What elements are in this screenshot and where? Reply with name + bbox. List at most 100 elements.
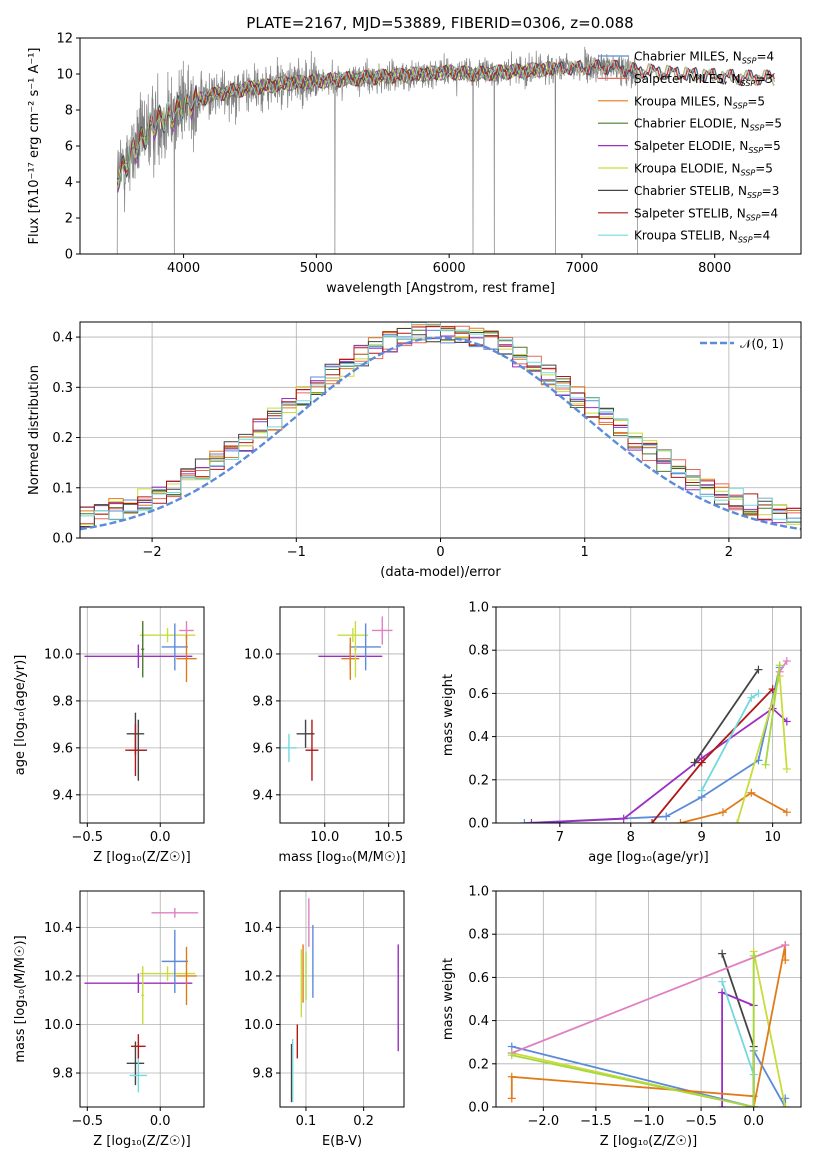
y-axis-label: Flux [fλ10⁻¹⁷ erg cm⁻² s⁻¹ A⁻¹] <box>27 48 42 245</box>
mass-weight-line <box>693 669 760 764</box>
mass-weight-line <box>680 791 788 823</box>
y-tick-label: 0.2 <box>468 773 489 788</box>
plot-area <box>84 907 199 1093</box>
y-tick-label: 9.8 <box>52 1067 73 1082</box>
x-tick-label: −0.5 <box>72 1114 104 1129</box>
chart-mass-weight-vs-z: −2.0 −1.5 −1.0 −0.5 0.0 0.0 0.2 0.4 0.6 0.8 1.0 Z [… <box>441 885 802 1149</box>
legend-label-main: Chabrier MILES, N <box>634 50 742 64</box>
x-tick-label: 0.0 <box>150 830 171 845</box>
plot-area <box>290 898 399 1103</box>
legend-label-sub: SSP <box>741 79 756 88</box>
legend-label-suffix: =3 <box>755 72 773 86</box>
y-tick-label: 6 <box>65 140 73 155</box>
chart-mass-weight-vs-age: 7 8 9 10 0.0 0.2 0.4 0.6 0.8 1.0 age [log₁₀(age/yr… <box>441 601 802 865</box>
y-tick-label: 0.0 <box>52 532 73 547</box>
x-tick-label: 4000 <box>167 261 200 276</box>
y-tick-label: 0.2 <box>468 1057 489 1072</box>
y-tick-label: 0.1 <box>52 481 73 496</box>
plot-area <box>84 621 197 781</box>
legend-label-suffix: =5 <box>747 94 765 108</box>
legend-label-suffix: =3 <box>762 184 780 198</box>
legend-label-suffix: =5 <box>764 117 782 131</box>
y-tick-label: 9.4 <box>252 788 273 803</box>
x-axis-label: Z [log₁₀(Z/Z☉)] <box>600 1134 697 1149</box>
x-tick-label: 0 <box>436 545 444 560</box>
x-tick-label: −2 <box>143 545 162 560</box>
x-tick-label: 8000 <box>698 261 731 276</box>
x-tick-label: −2.0 <box>528 1114 560 1129</box>
x-tick-label: −1.0 <box>633 1114 665 1129</box>
plot-area <box>520 657 791 823</box>
y-tick-label: 10.0 <box>44 647 73 662</box>
chart-mass-vs-ebv: 0.1 0.2 9.8 10.0 10.2 10.4 E(B-V) <box>244 890 405 1149</box>
legend-label: Kroupa MILES, NSSP=5 <box>634 94 765 110</box>
y-tick-label: 10.2 <box>244 969 273 984</box>
x-axis-label: Z [log₁₀(Z/Z☉)] <box>93 1134 190 1149</box>
legend-label-main: Kroupa STELIB, N <box>634 229 738 243</box>
y-axis-label: mass [log₁₀(M/M☉)] <box>13 935 28 1062</box>
x-tick-label: 6000 <box>433 261 466 276</box>
mass-weight-line <box>511 955 755 1107</box>
legend-label-suffix: =5 <box>763 139 781 153</box>
x-tick-label: 7000 <box>565 261 598 276</box>
x-axis-label: age [log₁₀(age/yr)] <box>588 850 709 865</box>
mass-weight-line <box>736 675 788 823</box>
y-tick-label: 0.2 <box>52 431 73 446</box>
y-tick-label: 10 <box>56 68 73 83</box>
legend-label-main: Kroupa ELODIE, N <box>634 162 741 176</box>
mass-weight-line <box>778 660 788 673</box>
legend-label-sub: SSP <box>750 124 765 133</box>
legend-label-suffix: =4 <box>760 206 778 220</box>
axes-frame <box>79 890 205 1108</box>
legend-label-sub: SSP <box>738 236 753 245</box>
y-tick-label: 1.0 <box>468 601 489 616</box>
y-tick-label: 10.0 <box>44 1018 73 1033</box>
plot-area <box>281 616 393 781</box>
x-tick-label: 10.5 <box>374 830 403 845</box>
legend-label: Salpeter MILES, NSSP=3 <box>634 72 773 88</box>
residual-histogram <box>80 328 801 527</box>
y-axis-label: mass weight <box>441 958 456 1040</box>
chart-age-vs-mass: 10.0 10.5 9.4 9.6 9.8 10.0 mass [log₁₀(M/M☉)] <box>244 606 406 865</box>
x-axis-label: (data-model)/error <box>380 565 501 580</box>
x-tick-label: 1 <box>581 545 589 560</box>
residual-histogram <box>80 322 801 522</box>
legend-label-main: Chabrier STELIB, N <box>634 184 747 198</box>
chart-mass-vs-z: −0.5 0.0 9.8 10.0 10.2 10.4 Z [log₁₀(Z/Z☉)] mas… <box>13 890 205 1149</box>
y-tick-label: 10.0 <box>244 647 273 662</box>
x-tick-label: 0.0 <box>743 1114 764 1129</box>
legend-label: Salpeter STELIB, NSSP=4 <box>634 206 778 222</box>
axes-frame <box>79 606 205 824</box>
plot-area <box>507 941 790 1107</box>
y-tick-label: 9.8 <box>252 1067 273 1082</box>
plot-area <box>116 46 775 254</box>
legend-label-main: Salpeter STELIB, N <box>634 206 746 220</box>
y-tick-label: 10.2 <box>44 969 73 984</box>
legend-label-suffix: =5 <box>755 162 773 176</box>
legend-label-suffix: =4 <box>753 229 771 243</box>
y-tick-label: 9.6 <box>52 741 73 756</box>
x-tick-label: 2 <box>725 545 733 560</box>
y-tick-label: 0 <box>65 248 73 263</box>
y-tick-label: 10.4 <box>44 921 73 936</box>
x-tick-label: −0.5 <box>685 1114 717 1129</box>
y-tick-label: 1.0 <box>468 885 489 900</box>
y-axis-label: age [log₁₀(age/yr)] <box>13 655 28 776</box>
legend-label: 𝒩(0, 1) <box>740 337 784 351</box>
axes-frame <box>495 606 802 824</box>
x-tick-label: 0.2 <box>353 1114 374 1129</box>
x-tick-label: −1.5 <box>580 1114 612 1129</box>
y-tick-label: 2 <box>65 212 73 227</box>
legend-label-main: Kroupa MILES, N <box>634 94 733 108</box>
x-tick-label: 9 <box>698 830 706 845</box>
plot-area <box>80 322 801 531</box>
y-tick-label: 8 <box>65 104 73 119</box>
mass-weight-line <box>511 944 786 1054</box>
model-spectrum-line <box>116 61 556 187</box>
y-tick-label: 0.8 <box>468 644 489 659</box>
y-tick-label: 0.6 <box>468 687 489 702</box>
legend-label-sub: SSP <box>746 213 761 222</box>
